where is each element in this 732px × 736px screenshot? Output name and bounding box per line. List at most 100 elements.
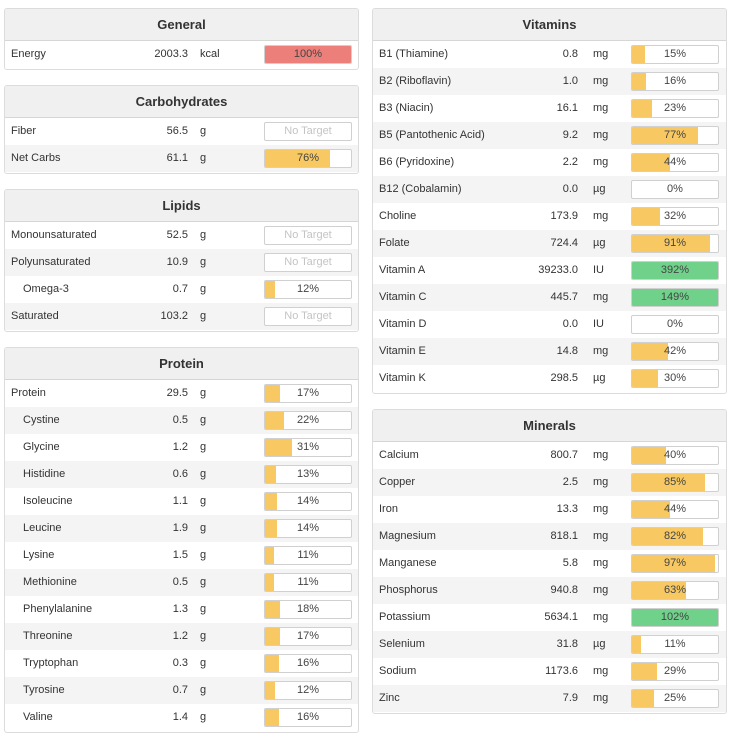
target-progress-bar: 97% <box>631 554 719 573</box>
nutrient-row: Vitamin A 39233.0 IU 392% <box>373 257 726 284</box>
progress-percent: 23% <box>663 102 687 114</box>
nutrient-row: Histidine 0.6 g 13% <box>5 461 358 488</box>
nutrient-row: Lysine 1.5 g 11% <box>5 542 358 569</box>
nutrient-row: Magnesium 818.1 mg 82% <box>373 523 726 550</box>
nutrient-name: Glycine <box>23 441 60 453</box>
nutrient-unit: mg <box>593 584 609 596</box>
progress-fill <box>632 474 706 491</box>
target-progress-bar: 0% <box>631 315 719 334</box>
target-progress-bar: 14% <box>264 492 352 511</box>
nutrient-name: Iron <box>379 503 398 515</box>
nutrient-name: Tyrosine <box>23 684 65 696</box>
nutrient-row: Monounsaturated 52.5 g No Target <box>5 222 358 249</box>
nutrient-amount: 0.6 <box>172 468 188 480</box>
target-progress-bar: 40% <box>631 446 719 465</box>
nutrient-unit: mg <box>593 692 609 704</box>
nutrient-name: Potassium <box>379 611 431 623</box>
nutrient-amount: 2.5 <box>562 476 578 488</box>
nutrient-amount: 1.4 <box>172 711 188 723</box>
target-progress-bar: No Target <box>264 226 352 245</box>
target-progress-bar: 76% <box>264 149 352 168</box>
nutrient-amount: 0.7 <box>172 684 188 696</box>
nutrient-row: B12 (Cobalamin) 0.0 µg 0% <box>373 176 726 203</box>
nutrient-amount: 1173.6 <box>545 665 578 677</box>
vitamins-panel: Vitamins B1 (Thiamine) 0.8 mg 15% B2 (Ribofl… <box>372 8 727 394</box>
nutrient-name: Energy <box>11 48 46 60</box>
nutrient-name: Phosphorus <box>379 584 438 596</box>
nutrient-name: Magnesium <box>379 530 436 542</box>
nutrient-amount: 10.9 <box>166 256 188 268</box>
progress-percent: 82% <box>663 530 687 542</box>
target-progress-bar: 13% <box>264 465 352 484</box>
nutrient-unit: g <box>200 549 207 561</box>
nutrient-name: B2 (Riboflavin) <box>379 75 452 87</box>
progress-fill <box>265 150 331 167</box>
target-progress-bar: 77% <box>631 126 719 145</box>
progress-fill <box>632 343 669 360</box>
nutrient-amount: 5.8 <box>562 557 578 569</box>
nutrient-unit: g <box>200 603 207 615</box>
progress-percent: 15% <box>663 48 687 60</box>
progress-fill <box>632 582 687 599</box>
nutrient-unit: g <box>200 576 207 588</box>
general-title: General <box>5 9 358 41</box>
lipids-title: Lipids <box>5 190 358 222</box>
nutrient-amount: 103.2 <box>160 310 188 322</box>
nutrient-row: Tyrosine 0.7 g 12% <box>5 677 358 704</box>
progress-percent: 40% <box>663 449 687 461</box>
progress-fill <box>632 100 652 117</box>
nutrient-row: Valine 1.4 g 16% <box>5 704 358 731</box>
target-progress-bar: 17% <box>264 627 352 646</box>
nutrient-unit: kcal <box>200 48 220 60</box>
protein-panel: Protein Protein 29.5 g 17% Cystine 0.5 g 22% Gly… <box>4 347 359 733</box>
progress-percent: 149% <box>660 291 690 303</box>
nutrient-unit: µg <box>593 183 606 195</box>
nutrient-row: B6 (Pyridoxine) 2.2 mg 44% <box>373 149 726 176</box>
target-progress-bar: 14% <box>264 519 352 538</box>
nutrient-row: Vitamin C 445.7 mg 149% <box>373 284 726 311</box>
target-progress-bar: 17% <box>264 384 352 403</box>
target-progress-bar: 12% <box>264 681 352 700</box>
nutrient-name: Copper <box>379 476 416 488</box>
progress-fill <box>632 46 645 63</box>
nutrient-amount: 0.7 <box>172 283 188 295</box>
nutrient-name: B3 (Niacin) <box>379 102 434 114</box>
nutrient-row: B1 (Thiamine) 0.8 mg 15% <box>373 41 726 68</box>
progress-fill <box>632 555 716 572</box>
progress-fill <box>632 154 670 171</box>
nutrient-amount: 173.9 <box>550 210 578 222</box>
nutrient-amount: 39233.0 <box>538 264 578 276</box>
nutrient-amount: 0.3 <box>172 657 188 669</box>
progress-fill <box>632 447 667 464</box>
nutrient-row: Phenylalanine 1.3 g 18% <box>5 596 358 623</box>
progress-percent: 44% <box>663 503 687 515</box>
nutrient-name: Zinc <box>379 692 400 704</box>
target-progress-bar: 0% <box>631 180 719 199</box>
progress-percent: 392% <box>660 264 690 276</box>
nutrient-unit: mg <box>593 503 609 515</box>
nutrient-amount: 1.3 <box>172 603 188 615</box>
target-progress-bar: 11% <box>264 573 352 592</box>
protein-title: Protein <box>5 348 358 380</box>
target-progress-bar: 30% <box>631 369 719 388</box>
progress-percent: 42% <box>663 345 687 357</box>
nutrient-row: B3 (Niacin) 16.1 mg 23% <box>373 95 726 122</box>
nutrient-name: Isoleucine <box>23 495 73 507</box>
carbohydrates-rows: Fiber 56.5 g No Target Net Carbs 61.1 g 76% <box>5 118 358 172</box>
progress-percent: 12% <box>296 684 320 696</box>
nutrient-amount: 13.3 <box>556 503 578 515</box>
progress-percent: 22% <box>296 414 320 426</box>
progress-fill <box>632 636 642 653</box>
nutrient-row: Polyunsaturated 10.9 g No Target <box>5 249 358 276</box>
nutrient-unit: µg <box>593 237 606 249</box>
nutrient-amount: 1.5 <box>172 549 188 561</box>
target-progress-bar: 16% <box>631 72 719 91</box>
nutrient-row: Vitamin K 298.5 µg 30% <box>373 365 726 392</box>
nutrient-name: Vitamin D <box>379 318 427 330</box>
nutrient-unit: g <box>200 387 207 399</box>
nutrient-name: Valine <box>23 711 53 723</box>
target-progress-bar: 392% <box>631 261 719 280</box>
nutrient-row: Folate 724.4 µg 91% <box>373 230 726 257</box>
vitamins-rows: B1 (Thiamine) 0.8 mg 15% B2 (Riboflavin) 1.0 m… <box>373 41 726 392</box>
nutrient-amount: 818.1 <box>550 530 578 542</box>
